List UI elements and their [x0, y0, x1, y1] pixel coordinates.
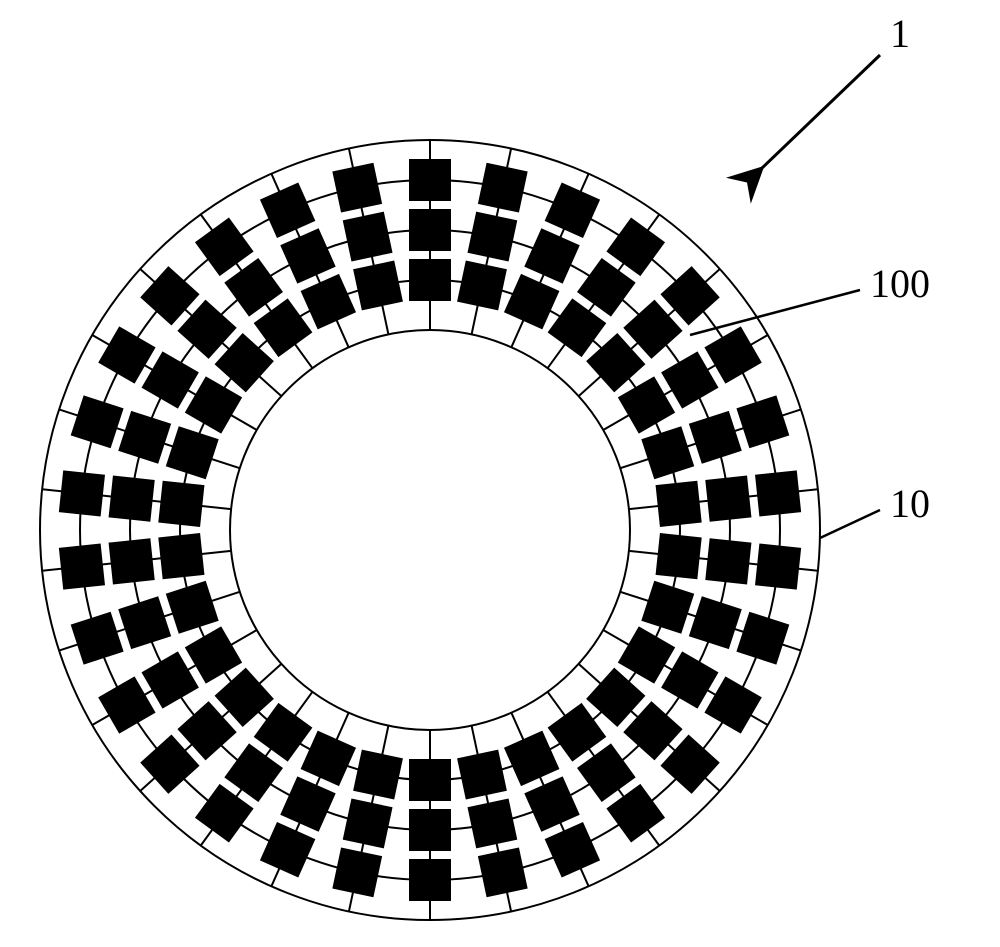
grid-square: [618, 376, 675, 433]
grid-square: [224, 258, 283, 317]
grid-square: [478, 847, 528, 897]
grid-square: [185, 376, 242, 433]
grid-square: [409, 809, 451, 851]
grid-square: [545, 822, 600, 877]
grid-square: [548, 298, 607, 357]
grid-square: [689, 596, 742, 649]
grid-square: [656, 481, 702, 527]
grid-square: [254, 703, 313, 762]
label-assembly-1: 1: [890, 10, 910, 57]
grid-square: [705, 538, 751, 584]
grid-square: [478, 163, 528, 213]
grid-square: [704, 676, 761, 733]
grid-square: [548, 703, 607, 762]
label-rim-10: 10: [890, 480, 930, 527]
grid-square: [195, 218, 254, 277]
grid-square: [343, 212, 393, 262]
grid-square: [467, 799, 517, 849]
grid-square: [166, 426, 219, 479]
grid-square: [109, 538, 155, 584]
grid-square: [353, 750, 403, 800]
grid-square: [618, 626, 675, 683]
grid-square: [661, 351, 718, 408]
grid-square: [142, 351, 199, 408]
grid-square: [158, 533, 204, 579]
grid-square: [166, 581, 219, 634]
grid-square: [736, 612, 789, 665]
grid-square: [332, 847, 382, 897]
grid-square: [59, 544, 105, 590]
grid-square: [409, 159, 451, 201]
grid-square: [545, 183, 600, 238]
grid-square: [736, 395, 789, 448]
grid-square: [118, 411, 171, 464]
grid-square: [524, 228, 579, 283]
grid-square: [332, 163, 382, 213]
grid-square: [409, 209, 451, 251]
grid-square: [524, 776, 579, 831]
grid-square: [606, 218, 665, 277]
annular-disc-diagram: [0, 0, 1000, 947]
grid-square: [661, 651, 718, 708]
grid-square: [641, 581, 694, 634]
grid-square: [353, 261, 403, 311]
grid-square: [301, 274, 356, 329]
grid-square: [224, 743, 283, 802]
grid-square: [457, 261, 507, 311]
grid-square: [504, 274, 559, 329]
grid-square: [606, 784, 665, 843]
grid-square: [71, 395, 124, 448]
grid-square: [118, 596, 171, 649]
grid-square: [409, 259, 451, 301]
grid-square: [467, 212, 517, 262]
grid-square: [755, 544, 801, 590]
grid-square: [109, 476, 155, 522]
grid-square: [301, 731, 356, 786]
grid-square: [185, 626, 242, 683]
grid-square: [656, 533, 702, 579]
grid-square: [98, 326, 155, 383]
leader-10: [820, 510, 880, 538]
grid-square: [704, 326, 761, 383]
grid-square: [705, 476, 751, 522]
grid-square: [98, 676, 155, 733]
grid-square: [689, 411, 742, 464]
grid-square: [195, 784, 254, 843]
grid-square: [158, 481, 204, 527]
grid-square: [260, 822, 315, 877]
grid-square: [343, 799, 393, 849]
label-square-100: 100: [870, 260, 930, 307]
grid-square: [59, 470, 105, 516]
inner-rim: [230, 330, 630, 730]
grid-square: [641, 426, 694, 479]
grid-square: [254, 298, 313, 357]
grid-square: [457, 750, 507, 800]
grid-square: [71, 612, 124, 665]
grid-square: [409, 759, 451, 801]
grid-square: [504, 731, 559, 786]
grid-square: [142, 651, 199, 708]
grid-square: [409, 859, 451, 901]
leader-arrow-1: [760, 55, 880, 170]
grid-square: [280, 228, 335, 283]
grid-square: [577, 743, 636, 802]
grid-square: [280, 776, 335, 831]
grid-square: [577, 258, 636, 317]
grid-square: [260, 183, 315, 238]
grid-square: [755, 470, 801, 516]
